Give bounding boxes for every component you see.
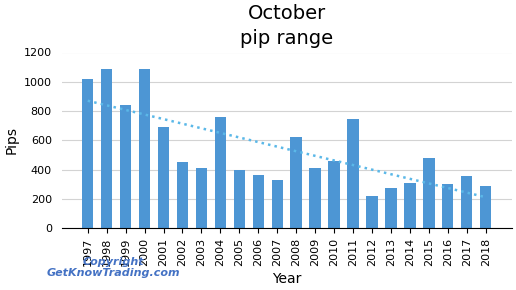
Bar bbox=[461, 176, 473, 228]
Bar bbox=[385, 188, 397, 228]
Bar bbox=[310, 168, 321, 228]
Bar bbox=[253, 175, 264, 228]
Bar bbox=[347, 119, 359, 228]
Bar bbox=[215, 117, 226, 228]
Bar bbox=[442, 184, 454, 228]
Bar bbox=[328, 161, 340, 228]
Bar bbox=[366, 196, 378, 228]
Title: October
pip range: October pip range bbox=[240, 4, 333, 48]
Bar bbox=[120, 105, 131, 228]
Bar bbox=[101, 69, 112, 228]
Bar bbox=[480, 186, 491, 228]
Bar bbox=[234, 170, 245, 228]
X-axis label: Year: Year bbox=[272, 272, 301, 286]
Bar bbox=[404, 183, 415, 228]
Bar bbox=[423, 158, 434, 228]
Bar bbox=[177, 162, 188, 228]
Bar bbox=[158, 127, 169, 228]
Bar bbox=[196, 168, 207, 228]
Y-axis label: Pips: Pips bbox=[4, 126, 18, 154]
Bar bbox=[271, 180, 283, 228]
Bar bbox=[139, 69, 150, 228]
Bar bbox=[82, 79, 93, 228]
Bar bbox=[291, 137, 302, 228]
Text: Copyright
GetKnowTrading.com: Copyright GetKnowTrading.com bbox=[47, 257, 180, 278]
